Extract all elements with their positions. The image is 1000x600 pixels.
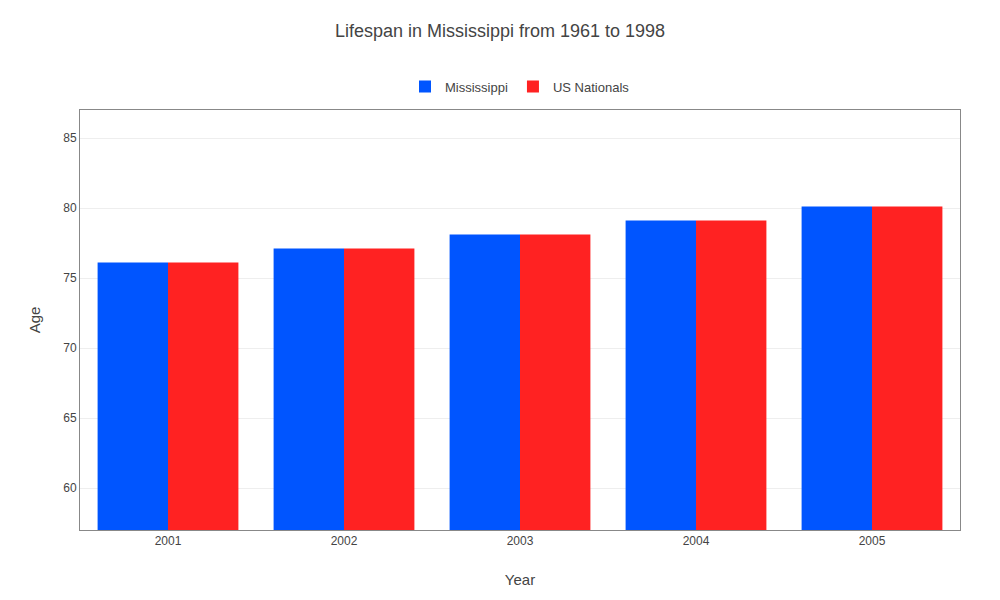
svg-text:65: 65 [63,411,77,425]
svg-text:Year: Year [505,571,535,588]
svg-text:US Nationals: US Nationals [553,80,629,95]
svg-text:Age: Age [26,307,43,334]
svg-text:70: 70 [63,341,77,355]
svg-text:Lifespan in Mississippi from 1: Lifespan in Mississippi from 1961 to 199… [335,21,665,41]
svg-text:2002: 2002 [331,534,358,548]
svg-text:2004: 2004 [683,534,710,548]
svg-text:2001: 2001 [155,534,182,548]
svg-text:80: 80 [63,201,77,215]
svg-text:60: 60 [63,481,77,495]
svg-text:75: 75 [63,271,77,285]
svg-text:85: 85 [63,131,77,145]
svg-text:2005: 2005 [859,534,886,548]
svg-text:Mississippi: Mississippi [445,80,508,95]
svg-text:2003: 2003 [507,534,534,548]
